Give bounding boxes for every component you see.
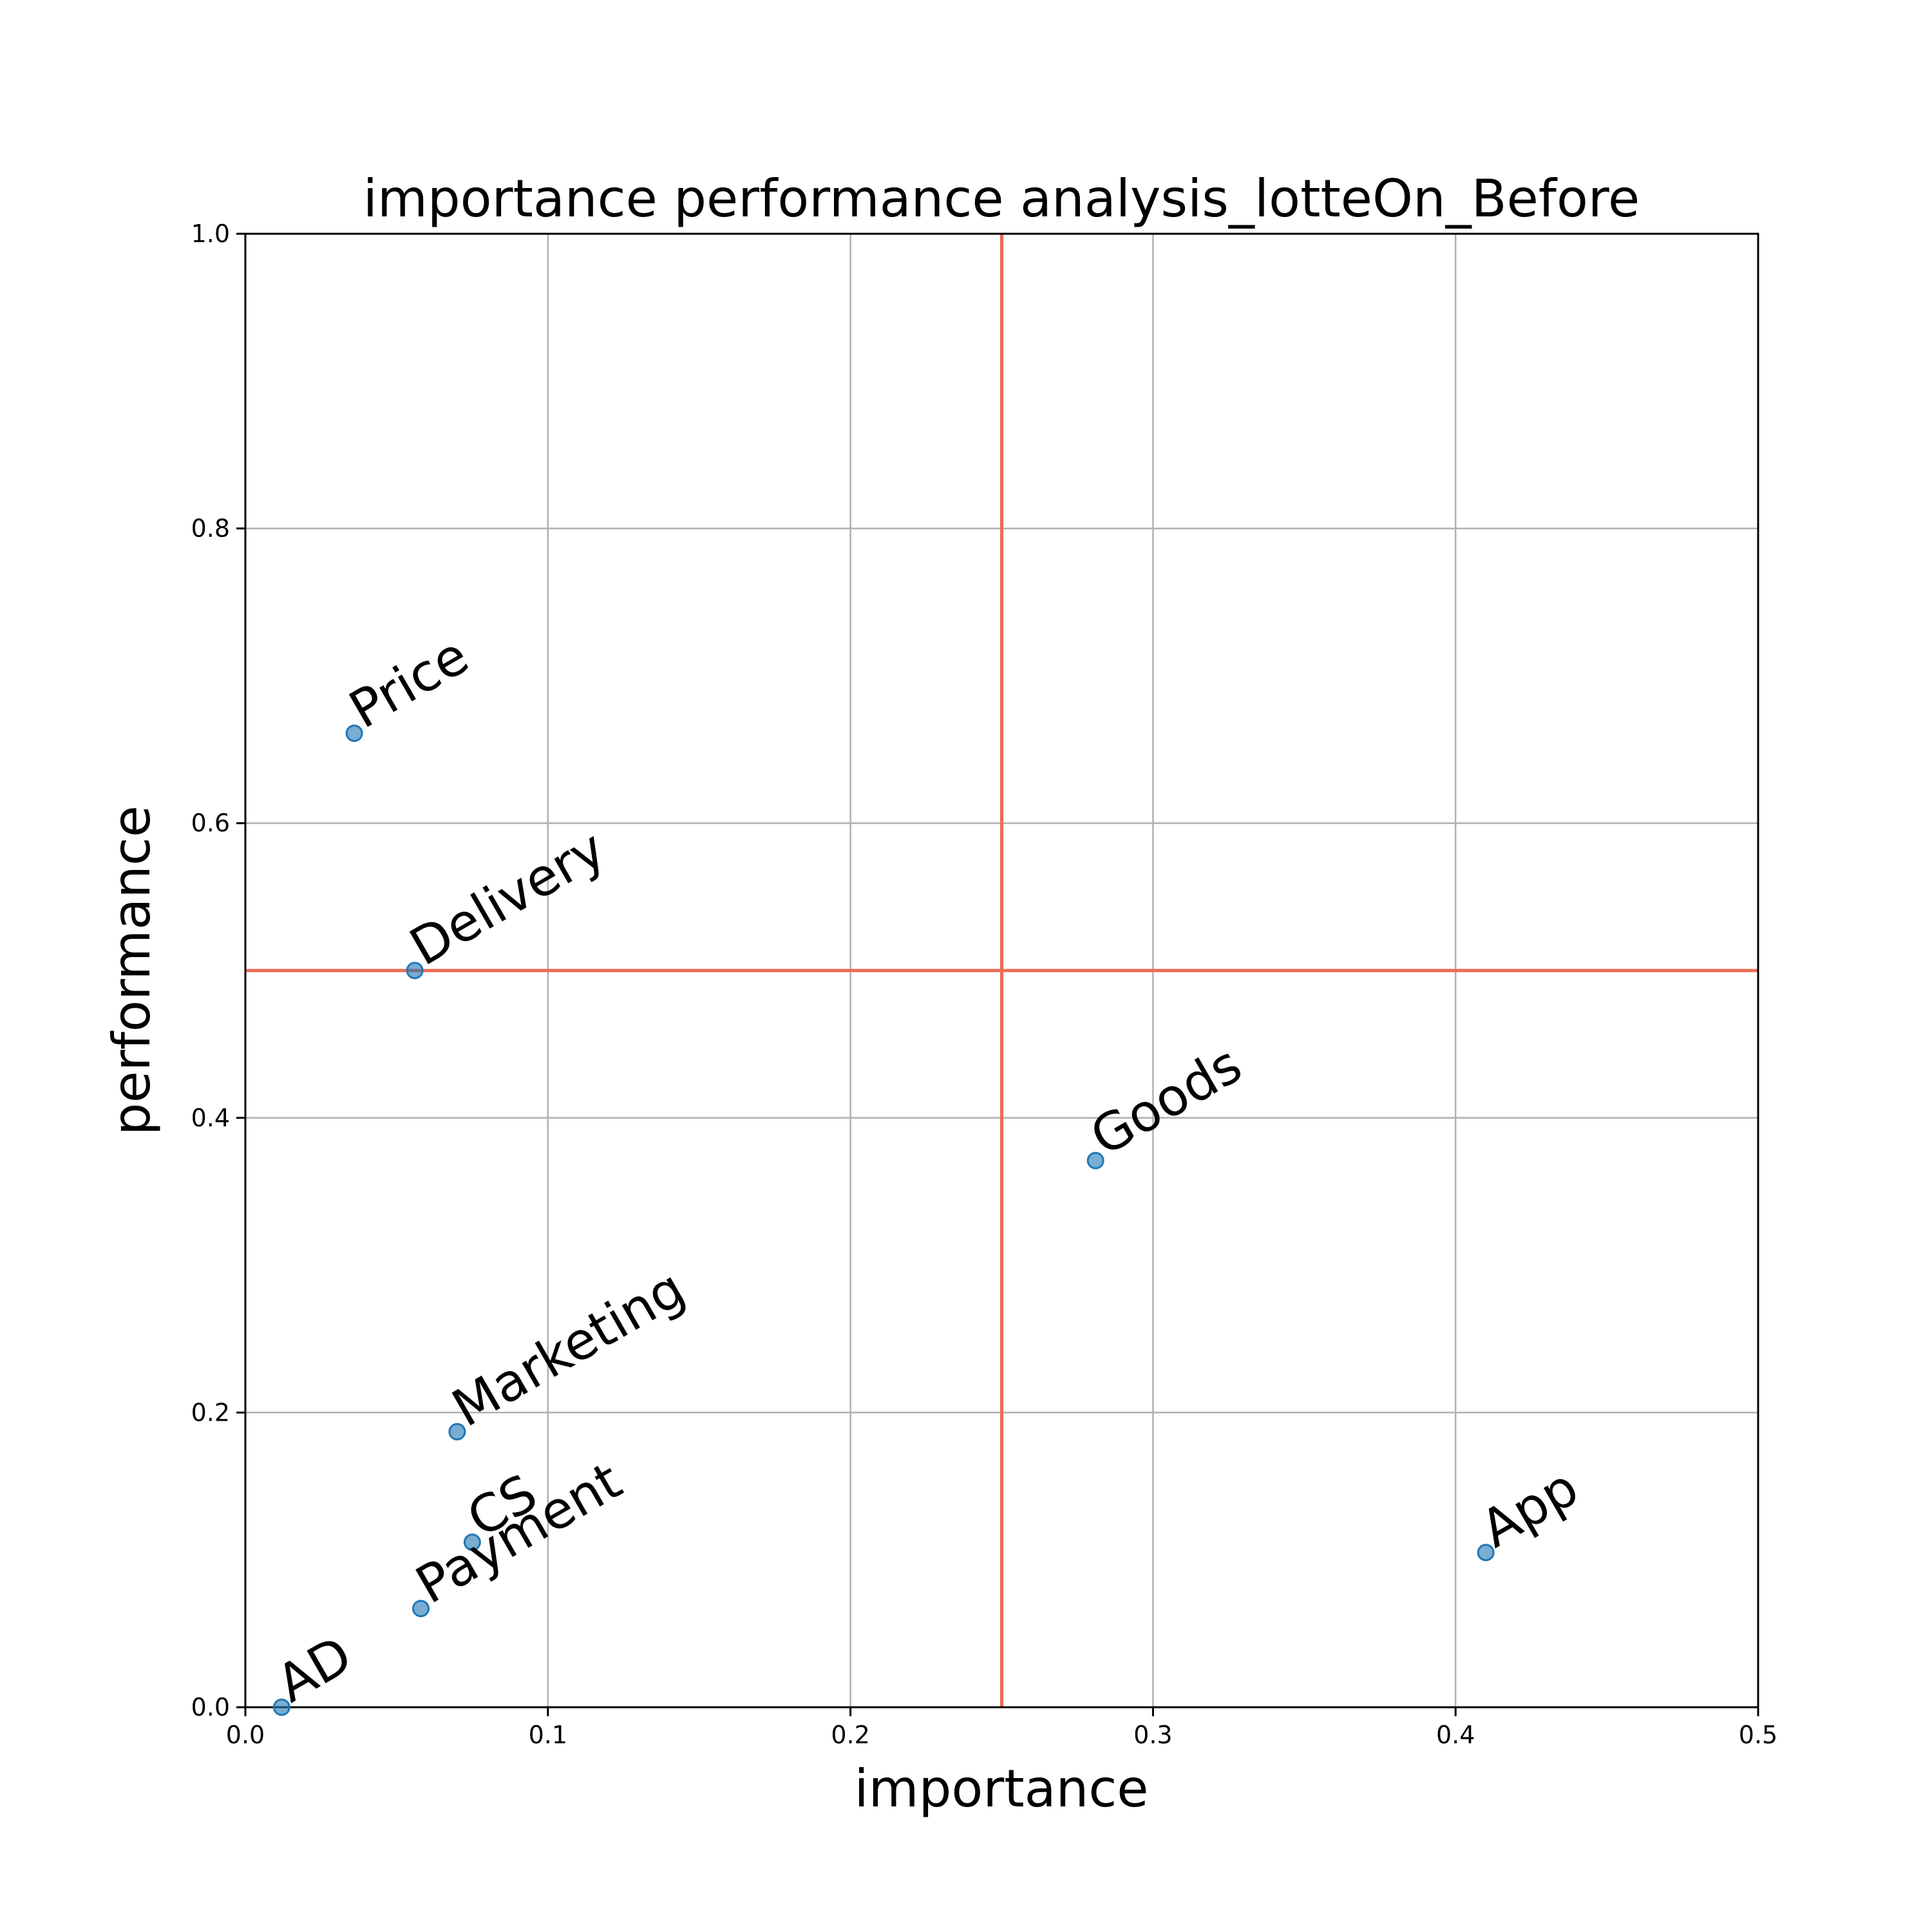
- y-tick-label: 0.4: [191, 1104, 230, 1132]
- y-tick-label: 0.2: [191, 1398, 230, 1426]
- x-axis-label: importance: [854, 1759, 1148, 1819]
- reference-lines: [245, 234, 1758, 1707]
- data-point-app[interactable]: [1477, 1544, 1495, 1562]
- y-tick-label: 0.0: [191, 1693, 230, 1721]
- data-point-ad[interactable]: [272, 1698, 290, 1716]
- data-points: [272, 724, 1495, 1716]
- data-point-delivery[interactable]: [406, 961, 424, 980]
- plot-frame: [244, 232, 1759, 1709]
- y-axis-label: performance: [102, 806, 162, 1135]
- data-point-price[interactable]: [345, 724, 363, 743]
- data-point-payment[interactable]: [412, 1600, 430, 1618]
- y-tick-label: 1.0: [191, 220, 230, 248]
- x-tick-label: 0.5: [1739, 1721, 1777, 1749]
- y-tick-label: 0.6: [191, 809, 230, 837]
- chart-title: importance performance analysis_lotteOn_…: [363, 169, 1640, 229]
- x-tick-label: 0.1: [529, 1721, 567, 1749]
- x-tick-label: 0.2: [831, 1721, 869, 1749]
- y-tick-label: 0.8: [191, 515, 230, 543]
- x-tick-label: 0.4: [1436, 1721, 1475, 1749]
- data-point-goods[interactable]: [1086, 1151, 1104, 1170]
- axis-ticks: 0.0 0.1 0.2 0.3 0.4 0.5 0.0 0.2 0.4 0.6 0.8 1.0: [191, 220, 1778, 1749]
- data-point-cs[interactable]: [463, 1533, 481, 1551]
- data-point-marketing[interactable]: [448, 1423, 466, 1441]
- x-tick-label: 0.0: [226, 1721, 265, 1749]
- x-tick-label: 0.3: [1133, 1721, 1172, 1749]
